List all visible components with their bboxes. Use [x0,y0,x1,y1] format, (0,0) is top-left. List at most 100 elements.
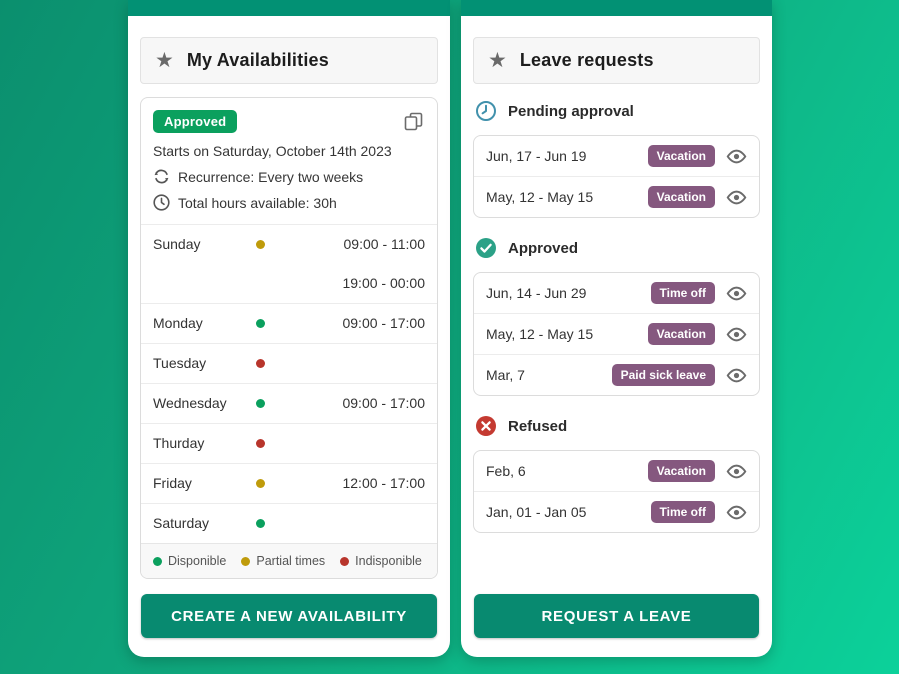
day-row: Wednesday 09:00 - 17:00 [141,383,437,423]
legend-item: Disponible [153,554,226,568]
day-label: Thurday [153,435,205,451]
approved-check-icon [475,237,497,259]
day-row: Saturday [141,503,437,543]
leave-dates: Feb, 6 [486,463,526,479]
leave-requests-panel-body: ★ Leave requests Pending approval Jun, 1… [461,16,772,657]
day-label: Tuesday [153,355,207,371]
day-row: Friday 12:00 - 17:00 [141,463,437,503]
total-hours-line: Total hours available: 30h [153,194,425,211]
availability-badge-row: Approved [153,110,425,133]
section-label-text: Approved [508,239,579,257]
view-request-button[interactable] [726,505,747,520]
section-refused: Refused [475,415,758,437]
leave-type-badge: Vacation [647,460,715,482]
availability-dot [256,439,265,448]
legend-label: Indisponible [355,554,422,568]
view-request-button[interactable] [726,286,747,301]
leave-dates: May, 12 - May 15 [486,189,594,205]
approved-leave-list: Jun, 14 - Jun 29 Time off May, 12 - May … [473,272,760,396]
day-label: Friday [153,475,192,491]
section-pending-approval: Pending approval [475,100,758,122]
availabilities-panel-body: ★ My Availabilities Approved Start [128,16,450,657]
availability-dot [256,240,265,249]
star-icon: ★ [488,48,507,72]
day-label: Monday [153,315,203,331]
recurrence-icon [153,168,170,185]
availability-card: Approved Starts on Saturday, October 14t… [140,97,438,579]
panel-top-bar [128,0,450,16]
eye-icon [726,368,747,383]
time-slot: 09:00 - 17:00 [342,395,425,411]
section-label-text: Refused [508,417,568,435]
leave-row: May, 12 - May 15 Vacation [474,313,759,354]
day-slots: 12:00 - 17:00 [265,464,425,503]
day-row: Tuesday [141,343,437,383]
day-slots: 09:00 - 11:00 19:00 - 00:00 [265,225,425,303]
leave-type-badge: Paid sick leave [611,364,715,386]
clock-icon [153,194,170,211]
view-request-button[interactable] [726,149,747,164]
time-slot: 09:00 - 17:00 [342,315,425,331]
legend-label: Disponible [168,554,227,568]
availability-dot [256,319,265,328]
leave-dates: Jan, 01 - Jan 05 [486,504,587,520]
time-slot: 12:00 - 17:00 [342,475,425,491]
refused-leave-list: Feb, 6 Vacation Jan, 01 - Jan 05 Time of [473,450,760,533]
availability-card-info: Approved Starts on Saturday, October 14t… [141,98,437,224]
legend-item: Partial times [241,554,325,568]
view-request-button[interactable] [726,368,747,383]
day-row: Sunday 09:00 - 11:00 19:00 - 00:00 [141,224,437,303]
pending-leave-list: Jun, 17 - Jun 19 Vacation May, 12 - May … [473,135,760,218]
leave-type-badge: Vacation [647,186,715,208]
availabilities-header: ★ My Availabilities [140,37,438,84]
availability-dot [256,479,265,488]
availability-day-table: Sunday 09:00 - 11:00 19:00 - 00:00 Monda… [141,224,437,543]
eye-icon [726,149,747,164]
leave-type-badge: Time off [650,501,715,523]
day-slots: 09:00 - 17:00 [265,384,425,423]
leave-dates: Mar, 7 [486,367,525,383]
availabilities-title: My Availabilities [186,50,329,70]
time-slot: 19:00 - 00:00 [342,275,425,291]
status-badge: Approved [153,110,238,133]
leave-row: Mar, 7 Paid sick leave [474,354,759,395]
leave-dates: May, 12 - May 15 [486,326,594,342]
day-slots: 09:00 - 17:00 [265,304,425,343]
time-slot: 09:00 - 11:00 [343,236,425,252]
eye-icon [726,505,747,520]
leave-requests-header: ★ Leave requests [473,37,760,84]
day-label: Wednesday [153,395,227,411]
legend-dot-unavailable [340,556,350,566]
day-row: Monday 09:00 - 17:00 [141,303,437,343]
legend-item: Indisponible [340,554,422,568]
panel-top-bar [461,0,772,16]
availability-dot [256,399,265,408]
eye-icon [726,190,747,205]
leave-type-badge: Vacation [647,323,715,345]
section-approved: Approved [475,237,758,259]
section-label-text: Pending approval [508,102,634,120]
legend-dot-partial [241,556,251,566]
copy-icon[interactable] [402,110,425,133]
leave-row: Jan, 01 - Jan 05 Time off [474,491,759,532]
view-request-button[interactable] [726,327,747,342]
starts-line: Starts on Saturday, October 14th 2023 [153,143,392,159]
day-row: Thurday [141,423,437,463]
eye-icon [726,286,747,301]
request-leave-button[interactable]: REQUEST A LEAVE [474,594,759,638]
star-icon: ★ [155,48,174,72]
create-availability-button[interactable]: CREATE A NEW AVAILABILITY [141,594,437,638]
recurrence-line: Recurrence: Every two weeks [153,168,425,185]
legend-label: Partial times [256,554,326,568]
view-request-button[interactable] [726,464,747,479]
recurrence-text: Recurrence: Every two weeks [178,168,364,185]
leave-row: May, 12 - May 15 Vacation [474,176,759,217]
leave-row: Jun, 14 - Jun 29 Time off [474,273,759,313]
day-label: Saturday [153,515,210,531]
view-request-button[interactable] [726,190,747,205]
leave-row: Jun, 17 - Jun 19 Vacation [474,136,759,176]
eye-icon [726,327,747,342]
leave-type-badge: Vacation [647,145,715,167]
leave-row: Feb, 6 Vacation [474,451,759,491]
